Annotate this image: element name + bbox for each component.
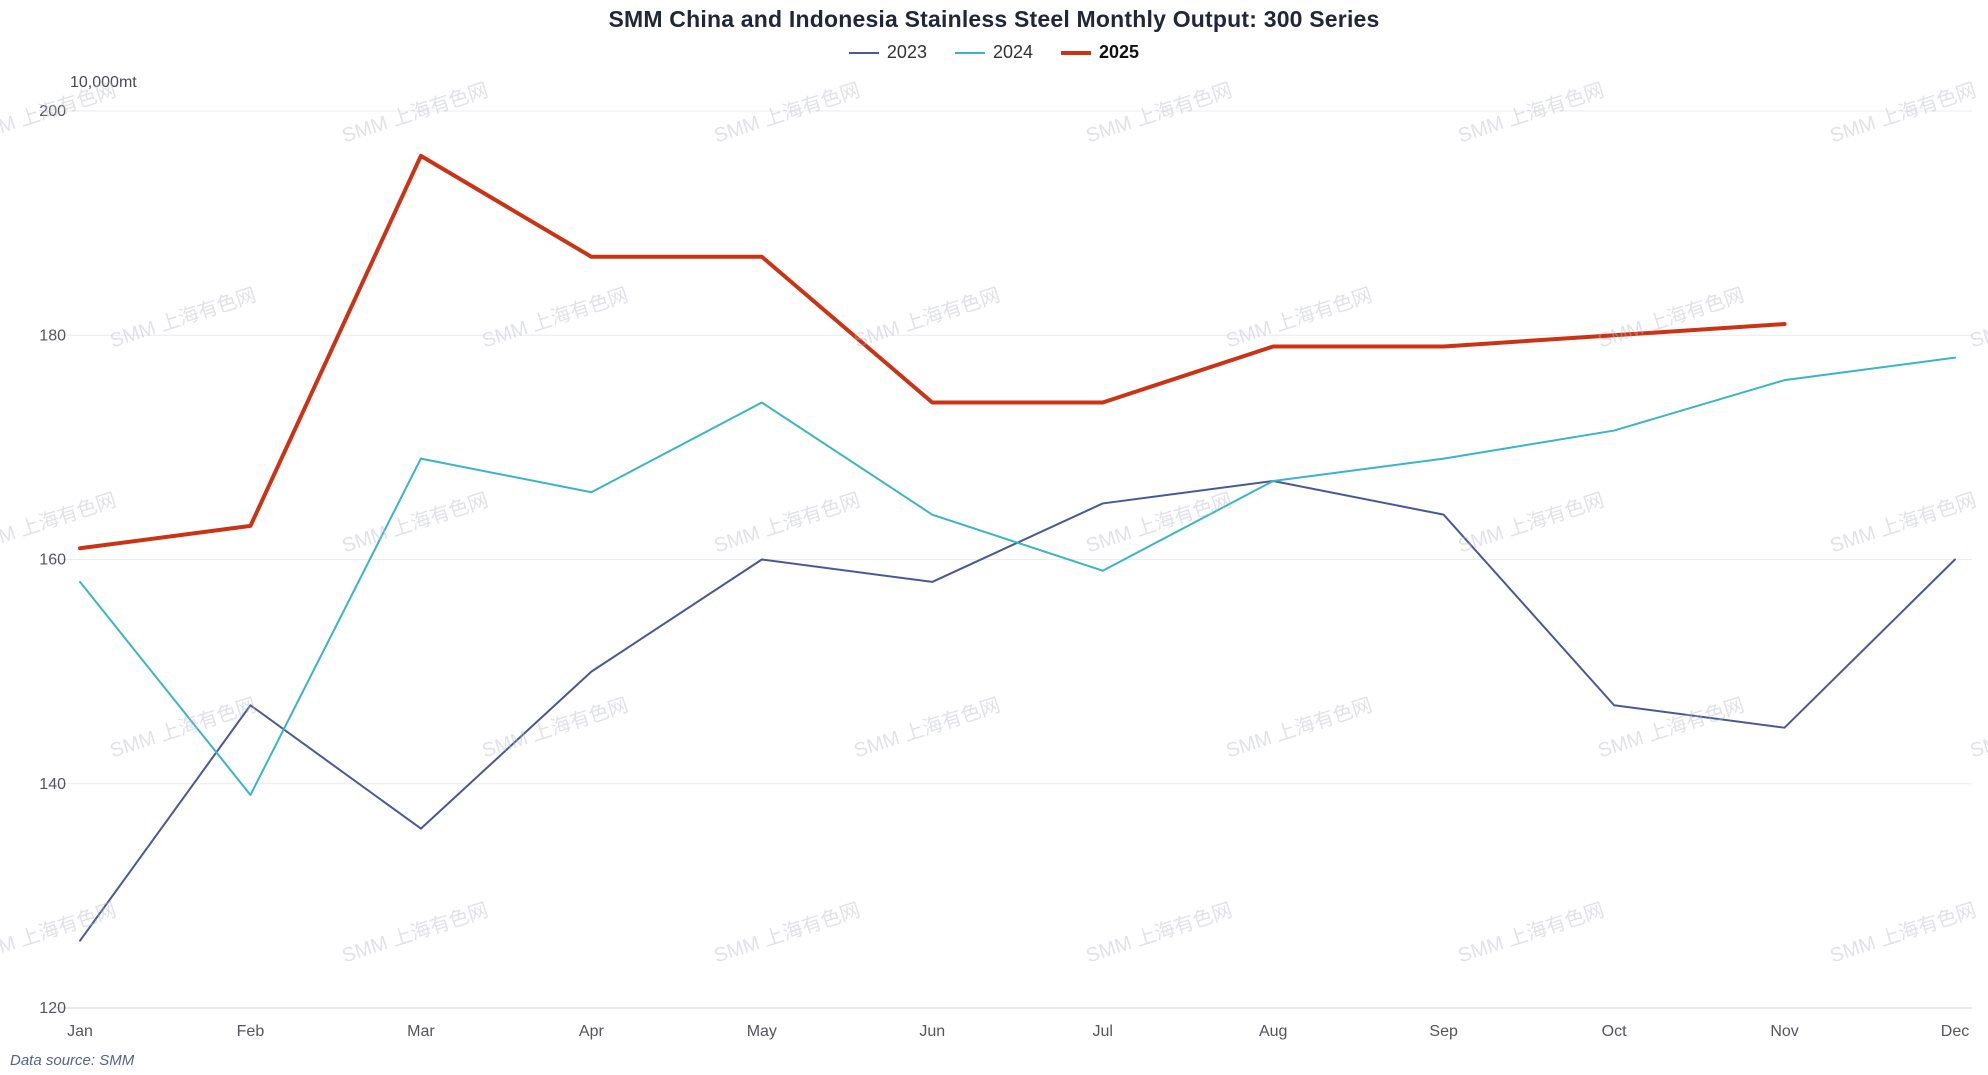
x-tick-label: Feb: [237, 1023, 265, 1040]
x-tick-label: Jul: [1093, 1023, 1113, 1040]
legend-line-icon: [954, 51, 985, 54]
y-tick-label: 160: [39, 552, 66, 569]
legend-label: 2023: [886, 42, 927, 62]
x-tick-label: Dec: [1941, 1023, 1969, 1040]
x-tick-label: Jan: [67, 1023, 93, 1040]
x-tick-label: Nov: [1770, 1023, 1798, 1040]
y-axis-unit-label: 10,000mt: [70, 74, 137, 91]
x-tick-label: Sep: [1429, 1023, 1458, 1040]
y-tick-label: 120: [39, 1000, 66, 1017]
y-tick-label: 200: [39, 103, 66, 120]
x-tick-label: Mar: [407, 1023, 435, 1040]
legend-item-2024[interactable]: 2024: [954, 42, 1034, 63]
legend: 2023 2024 2025: [0, 42, 1988, 63]
series-line-2023: [79, 480, 1956, 942]
legend-line-icon: [848, 51, 879, 54]
legend-label: 2025: [1099, 42, 1140, 62]
legend-item-2025[interactable]: 2025: [1061, 42, 1139, 63]
x-tick-label: May: [747, 1023, 777, 1040]
y-tick-label: 140: [39, 776, 66, 793]
x-tick-label: Apr: [579, 1023, 605, 1040]
legend-item-2023[interactable]: 2023: [848, 42, 927, 63]
series-line-2024: [79, 356, 1956, 796]
chart-title: SMM China and Indonesia Stainless Steel …: [608, 6, 1380, 32]
x-tick-label: Jun: [919, 1023, 945, 1040]
data-source-label: Data source: SMM: [10, 1052, 135, 1069]
x-tick-label: Oct: [1602, 1023, 1627, 1040]
y-tick-label: 180: [39, 327, 66, 344]
legend-line-icon: [1061, 50, 1092, 55]
legend-label: 2024: [992, 42, 1034, 62]
x-tick-label: Aug: [1259, 1023, 1287, 1040]
series-line-2025: [78, 153, 1787, 551]
